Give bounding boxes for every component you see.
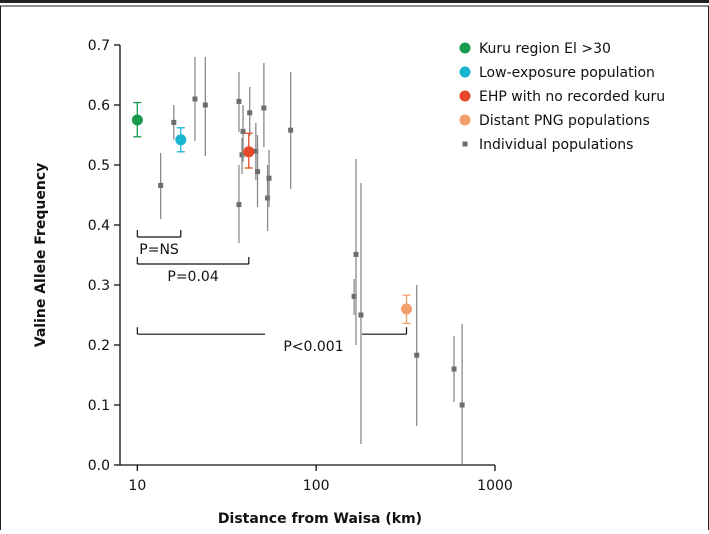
- legend-label: Kuru region El >30: [479, 41, 611, 57]
- x-tick-label: 1000: [477, 478, 513, 494]
- x-axis-title: Distance from Waisa (km): [218, 511, 422, 527]
- individual-population-point: [192, 96, 198, 102]
- bracket-label: P<0.001: [283, 339, 343, 355]
- individual-population-point: [261, 105, 267, 111]
- significance-brackets: P=NS P=0.04 P<0.001: [136, 230, 408, 355]
- legend-marker: [459, 42, 471, 54]
- individual-population-point: [353, 251, 359, 257]
- group-point: [175, 134, 187, 146]
- legend-label: Low-exposure population: [479, 65, 655, 81]
- y-tick-label: 0.6: [88, 98, 110, 114]
- individual-population-point: [240, 128, 246, 134]
- x-tick-label: 100: [303, 478, 330, 494]
- individual-population-point: [236, 98, 242, 104]
- legend-item: Distant PNG populations: [459, 113, 650, 129]
- y-tick-label: 0.2: [88, 338, 110, 354]
- group-point: [131, 114, 143, 126]
- y-axis-title: Valine Allele Frequency: [33, 163, 49, 348]
- group-point: [243, 146, 255, 158]
- y-tick-label: 0.3: [88, 278, 110, 294]
- individual-population-point: [451, 366, 457, 372]
- y-tick-label: 0.5: [88, 158, 110, 174]
- y-tick-label: 0.1: [88, 398, 110, 414]
- individual-population-point: [265, 195, 271, 201]
- significance-bracket: P=0.04: [136, 257, 250, 285]
- y-tick-label: 0.0: [88, 458, 110, 474]
- individual-population-point: [288, 127, 294, 133]
- individual-population-point: [266, 175, 272, 181]
- individual-population-point: [414, 352, 420, 358]
- group-point: [401, 303, 413, 315]
- legend-marker: [459, 114, 471, 126]
- legend-label: Distant PNG populations: [479, 113, 650, 129]
- individual-population-point: [459, 402, 465, 408]
- individual-population-point: [247, 110, 253, 116]
- legend-item: Kuru region El >30: [459, 41, 611, 57]
- significance-bracket: P=NS: [136, 230, 182, 258]
- legend-marker: [459, 66, 471, 78]
- bracket-label: P=NS: [139, 242, 179, 258]
- legend-item: EHP with no recorded kuru: [459, 89, 665, 105]
- legend-item: Low-exposure population: [459, 65, 655, 81]
- legend: Kuru region El >30 Low-exposure populatio…: [459, 41, 665, 153]
- individual-population-point: [351, 293, 357, 299]
- legend-label: EHP with no recorded kuru: [479, 89, 665, 105]
- individual-population-point: [358, 312, 364, 318]
- individual-population-point: [171, 119, 177, 125]
- data-points: [131, 57, 465, 465]
- legend-marker: [459, 90, 471, 102]
- individual-population-point: [202, 102, 208, 108]
- individual-population-point: [255, 169, 261, 175]
- x-tick-label: 10: [128, 478, 146, 494]
- legend-item: Individual populations: [462, 137, 633, 153]
- significance-bracket: P<0.001: [136, 327, 408, 355]
- legend-marker: [462, 141, 468, 147]
- legend-label: Individual populations: [479, 137, 633, 153]
- y-tick-label: 0.4: [88, 218, 110, 234]
- individual-population-point: [236, 202, 242, 208]
- individual-population-point: [253, 148, 259, 154]
- individual-population-point: [239, 152, 245, 158]
- axis-ticks: 0.0 0.1 0.2 0.3 0.4 0.5 0.6 0.7 10 100 1000: [88, 38, 513, 494]
- y-tick-label: 0.7: [88, 38, 110, 54]
- bracket-label: P=0.04: [167, 269, 218, 285]
- individual-population-point: [158, 182, 164, 188]
